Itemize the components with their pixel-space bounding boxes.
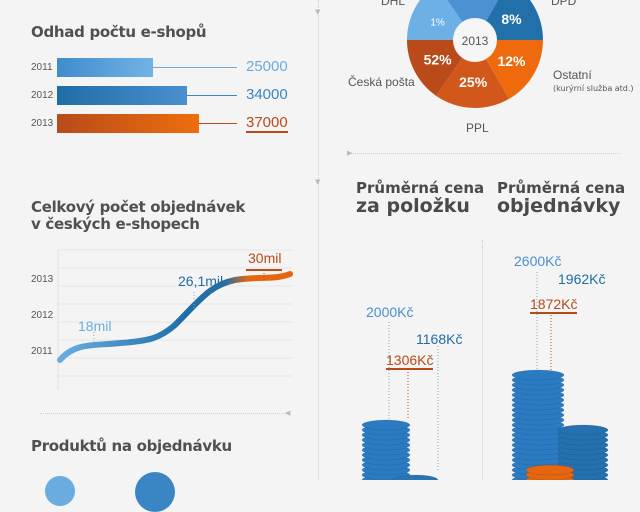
products-circle: [45, 476, 75, 506]
divider-arrow-icon: ◀: [285, 409, 291, 417]
bar-2013: [57, 114, 199, 133]
line-year-2011: 2011: [31, 346, 53, 357]
bar-year: 2011: [31, 62, 53, 73]
bar-value-2012: 34000: [246, 86, 288, 103]
bar-value-2013: 37000: [246, 114, 288, 133]
coins-divider: [482, 240, 483, 480]
divider-arrow-icon: ▼: [315, 8, 321, 16]
coin-stack-order-2013: [525, 464, 575, 476]
pie-center: [453, 18, 497, 62]
orders-line-chart: [57, 249, 293, 390]
order-price-title-line1: Průměrná cena: [497, 179, 626, 197]
line-label-2013: 30mil: [248, 250, 282, 266]
bar-leader-line: [199, 123, 237, 124]
divider-arrow-icon: ▶: [347, 149, 353, 157]
line-year-2012: 2012: [31, 310, 54, 321]
order-price-2013: 1872Kč: [530, 296, 578, 314]
item-price-title-line2: za položku: [356, 195, 470, 217]
order-price-2011: 2600Kč: [514, 253, 562, 269]
coin-stack-item-2012: [393, 474, 439, 480]
orders-title-line1: Celkový počet objednávek: [31, 198, 246, 216]
pie-label-dpd: DPD: [551, 0, 577, 8]
products-title: Produktů na objednávku: [31, 437, 232, 455]
pie-slice: [475, 40, 543, 99]
eshops-title: Odhad počtu e-shopů: [31, 23, 207, 41]
coin-stacks: [361, 272, 609, 480]
pie-slice-label: 1%: [430, 18, 445, 29]
pie-label-ostatni-note: (kurýrní služba atd.): [553, 84, 634, 93]
divider-arrow-icon: ▼: [315, 178, 321, 186]
pie-slice-label: 12%: [497, 53, 526, 69]
pie-center-label: 2013: [462, 34, 489, 48]
pie-slice-label: 8%: [501, 11, 522, 27]
bar-value-2011: 25000: [246, 58, 288, 75]
pie-label-ostatni: Ostatní: [553, 68, 592, 82]
bar-year: 2012: [31, 90, 54, 101]
line-year-2013: 2013: [31, 274, 54, 285]
coin-stack-order-2011: [511, 369, 565, 381]
coin-stack-order-2012: [557, 424, 609, 436]
divider-right-top: [350, 153, 620, 154]
orders-title-line2: v českých e-shopech: [31, 215, 200, 233]
order-price-2012: 1962Kč: [558, 271, 606, 287]
vertical-divider: [318, 0, 319, 480]
coin-stack-item-2011: [361, 419, 411, 431]
bar-year: 2013: [31, 118, 54, 129]
divider-left-mid: [40, 413, 290, 414]
pie-label-ppl: PPL: [466, 121, 489, 135]
item-price-2012: 1168Kč: [416, 331, 463, 347]
pie-slice-label: 52%: [424, 51, 453, 67]
orders-line: [57, 271, 293, 363]
order-price-title-line2: objednávky: [497, 195, 621, 217]
bar-2011: [57, 58, 153, 77]
bar-2012: [57, 86, 188, 105]
item-price-2013: 1306Kč: [386, 352, 434, 370]
pie-label-ceska-posta: Česká pošta: [348, 75, 415, 89]
item-price-2011: 2000Kč: [366, 304, 414, 320]
bar-leader-line: [187, 95, 237, 96]
pie-label-dhl: DHL: [381, 0, 406, 8]
line-label-2012: 26,1mil: [178, 273, 224, 289]
pie-slice-label: 25%: [459, 74, 488, 90]
carrier-pie-chart: 52% 25% 12% 8% 1% 2013: [407, 0, 543, 109]
line-label-2011: 18mil: [78, 318, 112, 334]
bar-leader-line: [152, 67, 237, 68]
item-price-title-line1: Průměrná cena: [356, 179, 485, 197]
pie-slice: [435, 40, 509, 109]
